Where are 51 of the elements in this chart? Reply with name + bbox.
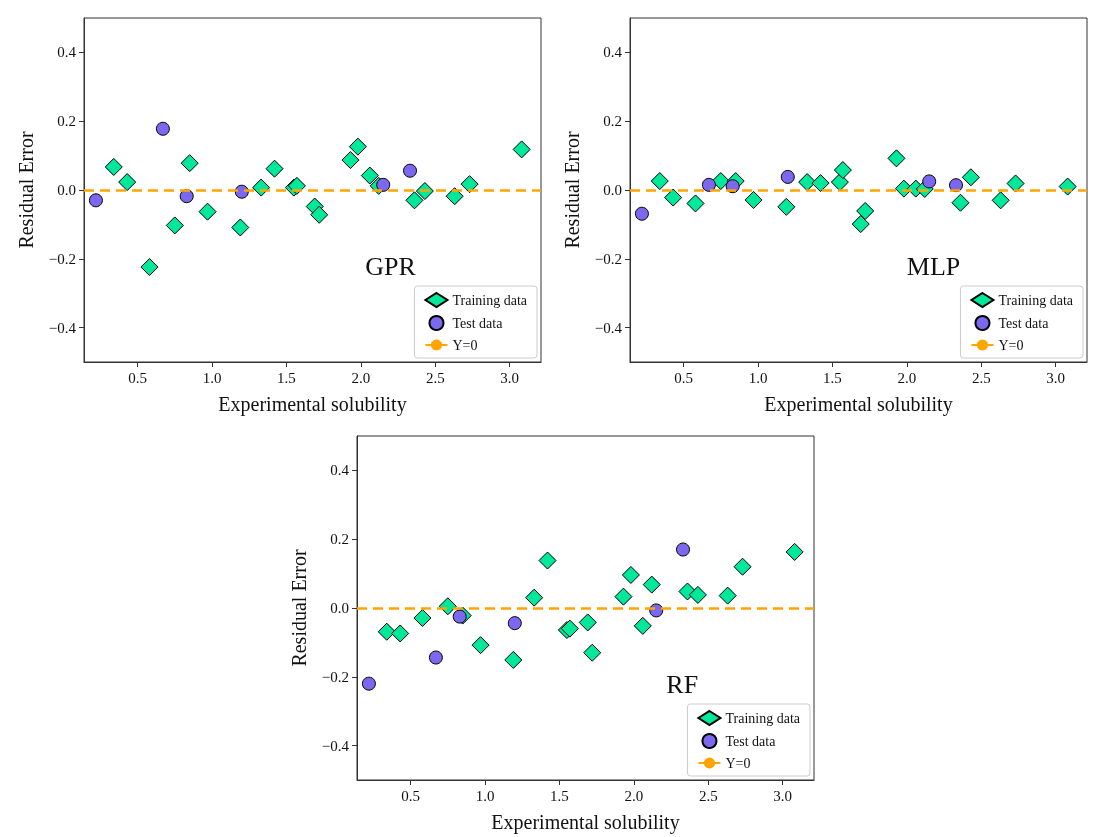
- x-tick-label: 3.0: [1046, 369, 1066, 386]
- legend-label: Y=0: [725, 755, 751, 771]
- y-tick-label: 0.4: [330, 462, 350, 479]
- y-tick-label: 0.4: [603, 44, 623, 61]
- x-tick-label: 2.5: [971, 369, 991, 386]
- x-tick-label: 1.0: [475, 787, 495, 804]
- legend-label: Training data: [452, 292, 528, 308]
- x-axis-title: Experimental solubility: [764, 393, 953, 416]
- x-tick-label: 3.0: [773, 787, 793, 804]
- x-axis-title: Experimental solubility: [218, 393, 407, 416]
- x-tick-label: 0.5: [674, 369, 693, 386]
- legend-label: Training data: [998, 292, 1074, 308]
- y-tick-label: −0.4: [594, 319, 623, 336]
- x-tick-label: 3.0: [500, 369, 520, 386]
- x-tick-label: 1.0: [748, 369, 768, 386]
- x-tick-label: 1.0: [202, 369, 222, 386]
- y-tick-label: 0.2: [603, 113, 622, 130]
- legend-label: Test data: [452, 315, 504, 331]
- y-tick-label: 0.0: [603, 182, 622, 198]
- y-tick-label: 0.4: [57, 44, 77, 61]
- legend-label: Y=0: [452, 337, 478, 353]
- y-tick-label: 0.2: [57, 113, 76, 130]
- x-tick-label: 1.5: [823, 369, 842, 386]
- y-tick-label: −0.2: [321, 668, 349, 685]
- y-tick-label: 0.0: [57, 182, 76, 198]
- x-tick-label: 2.0: [624, 787, 644, 804]
- legend-label: Test data: [998, 315, 1050, 331]
- y-tick-label: −0.4: [48, 319, 77, 336]
- y-tick-label: 0.2: [330, 531, 349, 548]
- legend-label: Training data: [725, 710, 801, 726]
- x-tick-label: 2.5: [698, 787, 718, 804]
- legend-label: Y=0: [998, 337, 1024, 353]
- x-tick-label: 0.5: [401, 787, 420, 804]
- y-axis-title: Residual Error: [561, 131, 583, 249]
- text: MLP: [906, 251, 961, 281]
- y-axis-title: Residual Error: [15, 131, 37, 249]
- text: RF: [666, 669, 699, 699]
- legend-label: Test data: [725, 733, 777, 749]
- y-tick-label: 0.0: [330, 600, 349, 616]
- x-tick-label: 1.5: [277, 369, 296, 386]
- x-tick-label: 0.5: [128, 369, 147, 386]
- y-tick-label: −0.2: [48, 250, 76, 267]
- x-tick-label: 2.0: [897, 369, 917, 386]
- y-tick-label: −0.4: [321, 737, 350, 754]
- x-axis-title: Experimental solubility: [491, 811, 680, 834]
- x-tick-label: 2.5: [425, 369, 445, 386]
- y-axis-title: Residual Error: [288, 549, 310, 667]
- text: GPR: [365, 251, 417, 281]
- x-tick-label: 1.5: [550, 787, 569, 804]
- y-tick-label: −0.2: [594, 250, 622, 267]
- x-tick-label: 2.0: [351, 369, 371, 386]
